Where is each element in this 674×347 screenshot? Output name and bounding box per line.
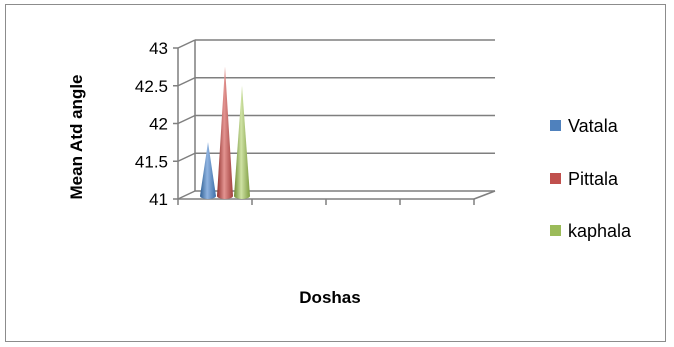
y-tick-labels: 41 41.5 42 42.5 43 — [135, 39, 168, 209]
y-tick-label-3: 42.5 — [135, 77, 168, 96]
gridline-depth-2 — [177, 114, 196, 125]
chart-svg: 41 41.5 42 42.5 43 Mean Atd angle Doshas Vat… — [67, 39, 632, 307]
legend-label-pittala: Pittala — [568, 169, 619, 189]
gridline-depth-3 — [177, 77, 196, 87]
y-tick-label-2: 42 — [149, 115, 168, 134]
cone-body-kaphala — [234, 85, 250, 199]
cone-kaphala — [234, 85, 250, 199]
legend-swatch-kaphala — [550, 225, 561, 236]
x-axis-title: Doshas — [299, 288, 360, 307]
cone-body-vatala — [200, 142, 216, 199]
legend-swatch-pittala — [550, 173, 561, 184]
legend-label-kaphala: kaphala — [568, 221, 632, 241]
legend-swatch-vatala — [550, 120, 561, 131]
cone-body-pittala — [217, 66, 233, 200]
gridline-depth-1 — [177, 152, 196, 162]
legend-label-vatala: Vatala — [568, 116, 619, 136]
y-tick-label-1: 41.5 — [135, 152, 168, 171]
cone-vatala — [200, 142, 216, 199]
cone-pittala — [217, 66, 233, 200]
y-tick-label-4: 43 — [149, 39, 168, 58]
gridline-depth-0 — [177, 190, 196, 200]
axes — [173, 40, 496, 205]
y-tick-label-0: 41 — [149, 190, 168, 209]
legend: Vatala Pittala kaphala — [550, 116, 632, 241]
chart-frame: 41 41.5 42 42.5 43 Mean Atd angle Doshas Vat… — [5, 4, 666, 342]
y-axis-title: Mean Atd angle — [67, 75, 86, 200]
floor-right-edge — [473, 190, 496, 200]
cone-bars — [200, 66, 250, 200]
gridline-depth-4 — [177, 39, 196, 49]
